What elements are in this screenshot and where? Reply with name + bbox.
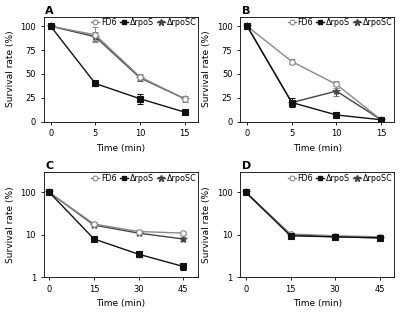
Legend: FD6, ΔrpoS, ΔrpoSC: FD6, ΔrpoS, ΔrpoSC bbox=[91, 174, 196, 183]
Y-axis label: Survival rate (%): Survival rate (%) bbox=[6, 31, 14, 107]
X-axis label: Time (min): Time (min) bbox=[293, 300, 342, 308]
Y-axis label: Survival rate (%): Survival rate (%) bbox=[6, 187, 14, 263]
Text: D: D bbox=[242, 161, 251, 171]
Legend: FD6, ΔrpoS, ΔrpoSC: FD6, ΔrpoS, ΔrpoSC bbox=[91, 18, 196, 27]
X-axis label: Time (min): Time (min) bbox=[96, 144, 145, 153]
Legend: FD6, ΔrpoS, ΔrpoSC: FD6, ΔrpoS, ΔrpoSC bbox=[288, 174, 393, 183]
Text: A: A bbox=[45, 6, 54, 16]
Text: B: B bbox=[242, 6, 250, 16]
Text: C: C bbox=[45, 161, 53, 171]
X-axis label: Time (min): Time (min) bbox=[293, 144, 342, 153]
X-axis label: Time (min): Time (min) bbox=[96, 300, 145, 308]
Y-axis label: Survival rate (%): Survival rate (%) bbox=[202, 31, 211, 107]
Legend: FD6, ΔrpoS, ΔrpoSC: FD6, ΔrpoS, ΔrpoSC bbox=[288, 18, 393, 27]
Y-axis label: Survival rate (%): Survival rate (%) bbox=[202, 187, 211, 263]
